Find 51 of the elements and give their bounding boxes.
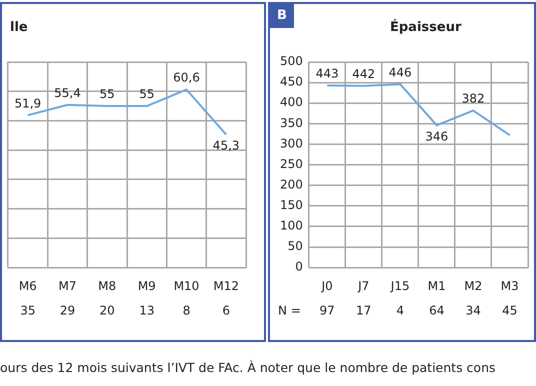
text: 97 bbox=[320, 304, 335, 318]
text: B bbox=[270, 4, 294, 28]
x-tick-label: M10 bbox=[174, 278, 200, 293]
data-label: 382 bbox=[462, 92, 485, 106]
x-tick-label: J7 bbox=[357, 278, 370, 293]
y-tick-label: 350 bbox=[280, 116, 303, 130]
y-tick-label: 150 bbox=[280, 198, 303, 212]
x-tick-label: M7 bbox=[58, 278, 76, 293]
data-label: 443 bbox=[316, 66, 339, 81]
text: 8 bbox=[182, 304, 190, 318]
text: 34 bbox=[466, 304, 481, 318]
y-tick-label: 450 bbox=[280, 74, 303, 89]
text: 20 bbox=[100, 304, 115, 318]
text: 29 bbox=[60, 304, 76, 318]
x-tick-label: M6 bbox=[18, 278, 37, 293]
y-tick-label: 250 bbox=[280, 156, 303, 171]
data-label: 60,6 bbox=[173, 70, 200, 85]
text: 35 bbox=[20, 304, 36, 318]
text: N = bbox=[278, 304, 301, 318]
chart-title: lle bbox=[10, 20, 28, 35]
x-tick-label: M1 bbox=[428, 278, 446, 293]
text: 13 bbox=[139, 304, 154, 318]
data-label: 346 bbox=[425, 129, 448, 144]
data-label: 45,3 bbox=[212, 138, 240, 153]
x-tick-label: M9 bbox=[138, 278, 156, 293]
x-tick-label: M8 bbox=[98, 278, 116, 293]
text: 4 bbox=[396, 304, 404, 318]
text: 17 bbox=[356, 304, 372, 318]
chart-title: Épaisseur bbox=[390, 20, 462, 35]
y-tick-label: 300 bbox=[280, 136, 303, 150]
data-label: 442 bbox=[352, 66, 376, 81]
data-label: 55 bbox=[100, 87, 115, 102]
data-label: 55 bbox=[139, 87, 154, 102]
x-tick-label: J0 bbox=[320, 278, 333, 293]
text: 45 bbox=[502, 304, 518, 318]
data-label: 51,9 bbox=[14, 96, 42, 110]
x-tick-label: M12 bbox=[213, 278, 239, 293]
data-label: 446 bbox=[388, 65, 412, 80]
x-tick-label: J15 bbox=[390, 278, 410, 293]
data-label: 55,4 bbox=[54, 86, 81, 100]
text: 6 bbox=[222, 304, 230, 318]
y-tick-label: 400 bbox=[280, 95, 303, 110]
y-tick-label: 50 bbox=[288, 239, 303, 254]
x-tick-label: M3 bbox=[500, 278, 519, 293]
text: ours des 12 mois suivants l’IVT de FAc. À noter que le nombre de patients cons bbox=[0, 360, 496, 375]
text: 64 bbox=[429, 304, 444, 318]
x-tick-label: M2 bbox=[464, 278, 482, 293]
y-tick-label: 500 bbox=[280, 54, 303, 68]
y-tick-label: 0 bbox=[295, 260, 303, 274]
y-tick-label: 100 bbox=[280, 218, 303, 233]
y-tick-label: 200 bbox=[280, 177, 303, 192]
